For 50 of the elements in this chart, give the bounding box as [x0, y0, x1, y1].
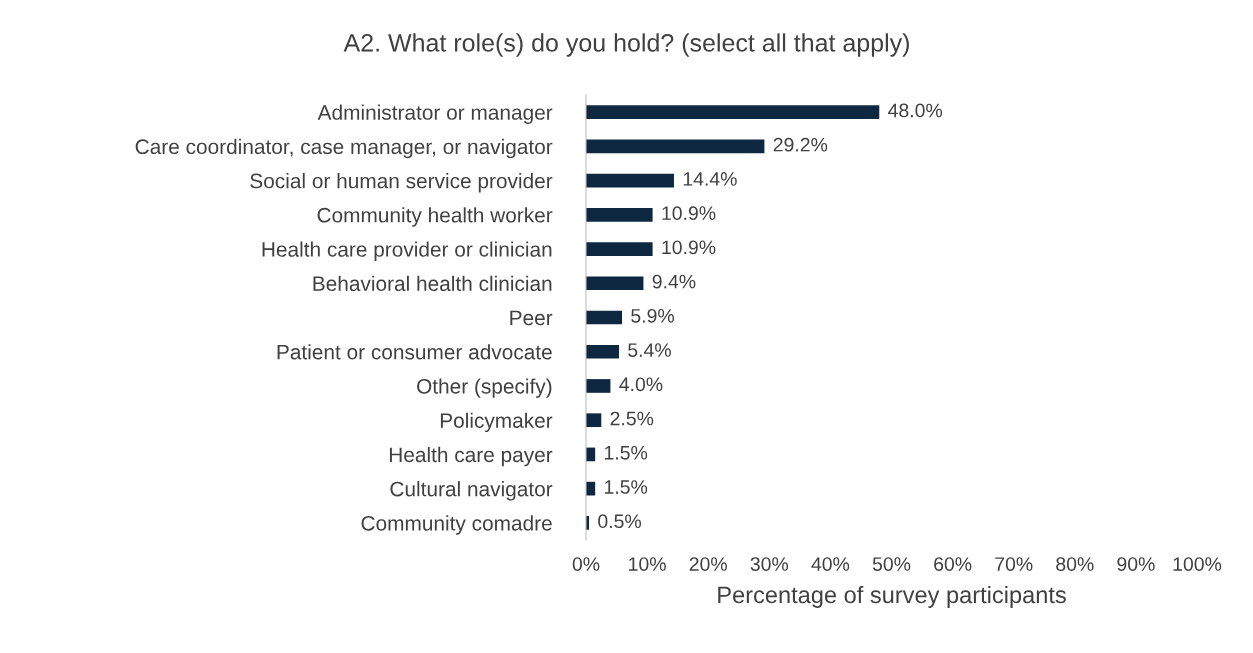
- y-tick-label: Community health worker: [317, 207, 553, 227]
- x-tick-label: 100%: [1173, 557, 1222, 571]
- y-tick-label: Care coordinator, case manager, or navigator: [135, 138, 553, 159]
- y-tick-label: Administrator or manager: [317, 104, 553, 124]
- x-tick-label: 30%: [750, 557, 789, 571]
- y-tick-label: Health care payer: [389, 446, 553, 467]
- data-label: 1.5%: [604, 480, 648, 494]
- x-tick-label: 80%: [1056, 557, 1094, 571]
- bar: [586, 276, 644, 291]
- x-tick-label: 70%: [995, 557, 1033, 571]
- x-tick-label: 60%: [934, 557, 972, 571]
- bar: [586, 413, 602, 428]
- bar: [586, 481, 596, 496]
- bar: [586, 379, 611, 393]
- y-tick-label: Community comadre: [361, 515, 552, 535]
- data-label: 1.5%: [604, 445, 648, 460]
- data-label: 5.9%: [631, 308, 675, 323]
- bar: [586, 310, 623, 325]
- x-axis-title: Percentage of survey participants: [718, 585, 1066, 608]
- y-tick-label: Policymaker: [440, 412, 553, 433]
- x-tick-label: 90%: [1117, 557, 1155, 571]
- x-tick-label: 40%: [811, 557, 850, 571]
- data-label: 9.4%: [652, 274, 696, 289]
- chart-title: A2. What role(s) do you hold? (select all that apply): [343, 33, 909, 57]
- x-tick-label: 0%: [572, 557, 600, 571]
- data-label: 2.5%: [610, 411, 654, 426]
- y-tick-label: Other (specify): [417, 378, 552, 398]
- x-tick-label: 50%: [872, 557, 911, 571]
- bar: [586, 242, 653, 256]
- y-tick-label: Peer: [510, 310, 553, 326]
- bar: [586, 207, 653, 222]
- bar: [586, 173, 674, 188]
- data-label: 0.5%: [598, 514, 642, 529]
- bar: [586, 139, 765, 154]
- y-tick-label: Behavioral health clinician: [313, 275, 552, 292]
- data-label: 10.9%: [662, 240, 716, 255]
- y-tick-label: Health care provider or clinician: [262, 241, 552, 261]
- data-label: 10.9%: [662, 206, 716, 221]
- y-tick-label: Social or human service provider: [250, 173, 553, 193]
- x-tick-label: 10%: [629, 557, 666, 571]
- x-tick-label: 20%: [689, 557, 727, 571]
- data-label: 29.2%: [773, 137, 828, 152]
- data-label: 14.4%: [683, 172, 737, 186]
- data-label: 48.0%: [888, 103, 943, 118]
- y-tick-label: Cultural navigator: [390, 481, 553, 501]
- data-label: 5.4%: [628, 343, 671, 357]
- bar: [586, 105, 880, 119]
- bar: [586, 344, 619, 359]
- data-label: 4.0%: [619, 377, 663, 392]
- y-tick-label: Patient or consumer advocate: [277, 344, 552, 360]
